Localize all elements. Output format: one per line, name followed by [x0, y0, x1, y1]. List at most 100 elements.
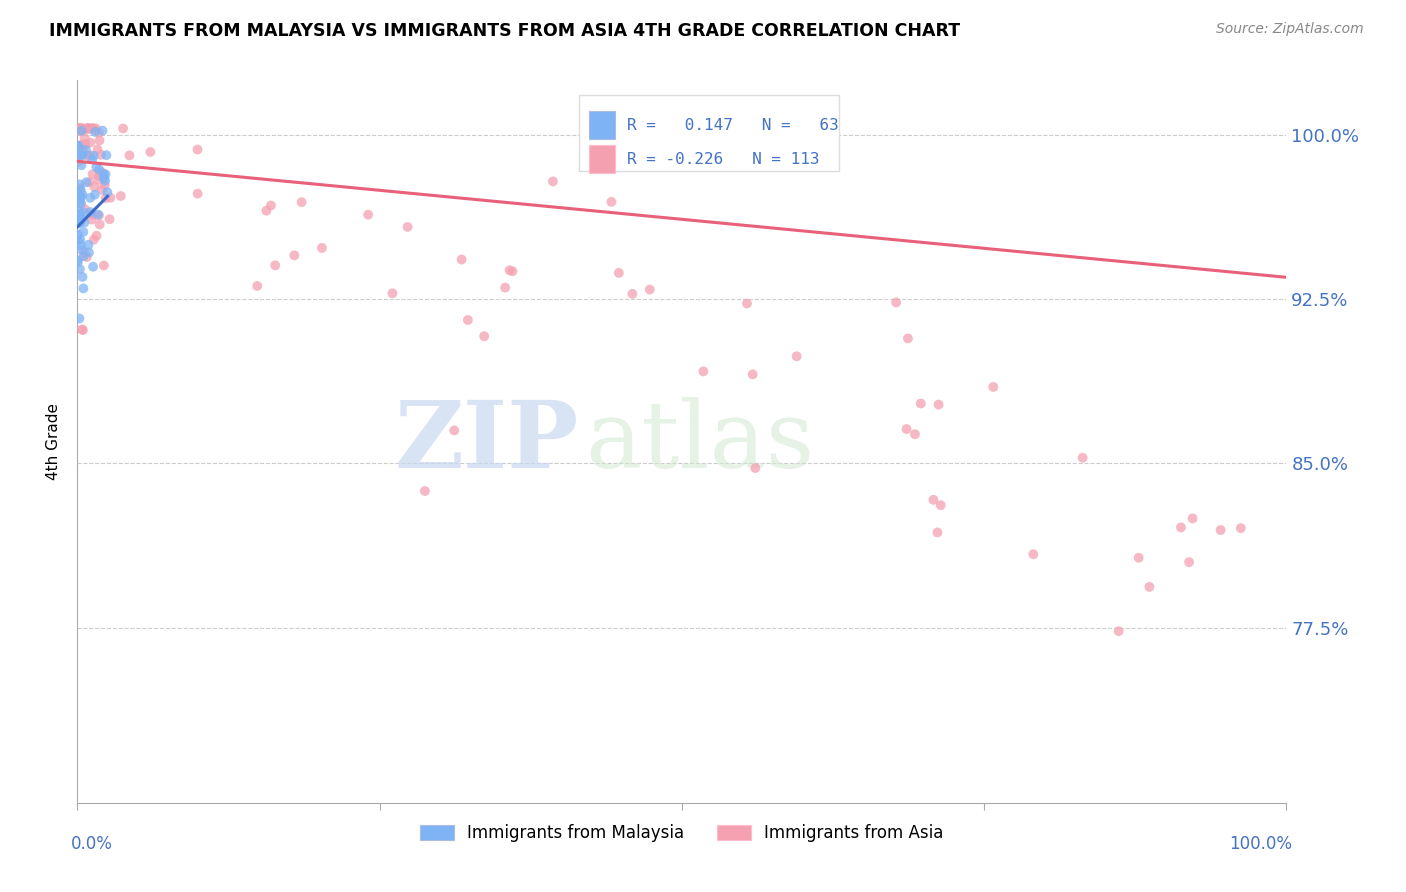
Point [67, 216, 90, 230]
Point [67, 121, 90, 136]
Point [70, 121, 93, 136]
Point [94, 174, 117, 188]
Point [72, 281, 94, 295]
Point [927, 525, 949, 540]
Point [904, 427, 927, 442]
FancyBboxPatch shape [589, 145, 616, 173]
Point [67, 121, 90, 136]
Point [72, 187, 94, 202]
Point [67, 202, 90, 217]
Point [82, 121, 104, 136]
Text: atlas: atlas [585, 397, 814, 486]
Point [94, 178, 117, 193]
Point [928, 398, 950, 412]
Point [264, 259, 287, 273]
Point [69, 178, 91, 192]
Point [79, 121, 101, 136]
Point [94, 168, 117, 182]
Y-axis label: 4th Grade: 4th Grade [46, 403, 62, 480]
Point [80, 208, 103, 222]
Point [76, 121, 98, 136]
Point [72, 249, 94, 263]
Point [735, 296, 758, 310]
Point [69, 195, 91, 210]
Point [66, 255, 89, 269]
Point [70, 147, 93, 161]
Point [443, 424, 465, 438]
Point [76, 121, 98, 136]
Point [70, 121, 93, 136]
Point [67, 189, 90, 203]
Point [89, 169, 111, 183]
Point [67, 139, 90, 153]
Point [291, 195, 314, 210]
Point [73, 215, 96, 229]
Point [72, 144, 94, 158]
Point [73, 205, 96, 219]
Point [67, 188, 90, 202]
Point [692, 364, 714, 378]
Point [76, 121, 98, 136]
FancyBboxPatch shape [589, 112, 616, 139]
Point [79, 121, 101, 136]
Point [82, 152, 104, 166]
Point [70, 196, 93, 211]
Point [84, 125, 107, 139]
Point [66, 138, 89, 153]
Point [67, 311, 90, 326]
Point [96, 148, 118, 162]
Point [70, 137, 93, 152]
Point [89, 134, 111, 148]
Point [502, 264, 524, 278]
Point [139, 145, 162, 159]
Point [1108, 624, 1130, 639]
Point [69, 207, 91, 221]
Text: R = -0.226   N = 113: R = -0.226 N = 113 [627, 152, 820, 167]
Point [84, 121, 107, 136]
Point [69, 181, 91, 195]
Point [75, 143, 97, 157]
Point [87, 126, 110, 140]
Point [80, 212, 103, 227]
Point [96, 185, 118, 199]
Point [93, 171, 115, 186]
Point [69, 183, 91, 197]
Point [79, 148, 101, 162]
Point [621, 286, 644, 301]
Point [93, 259, 115, 273]
Point [66, 253, 89, 268]
Text: 100.0%: 100.0% [1229, 835, 1292, 854]
Point [73, 131, 96, 145]
Point [90, 148, 112, 162]
Point [67, 121, 90, 136]
Point [90, 183, 112, 197]
Point [72, 269, 94, 284]
Point [82, 121, 104, 136]
Point [981, 380, 1004, 394]
Point [70, 322, 93, 336]
Point [70, 158, 93, 172]
Point [72, 225, 94, 239]
Point [67, 148, 90, 162]
Point [67, 216, 90, 230]
Point [83, 187, 105, 202]
Point [1128, 550, 1150, 565]
Point [381, 286, 404, 301]
Point [79, 191, 101, 205]
Point [73, 202, 96, 216]
Point [76, 250, 98, 264]
Point [82, 260, 104, 274]
Point [93, 168, 115, 182]
Point [897, 331, 920, 345]
Point [100, 191, 122, 205]
Point [79, 136, 101, 150]
Point [498, 263, 520, 277]
Point [69, 191, 91, 205]
Point [69, 194, 91, 208]
Point [82, 167, 104, 181]
Point [357, 208, 380, 222]
Point [413, 483, 436, 498]
Point [69, 232, 91, 246]
Point [1178, 555, 1201, 569]
Text: ZIP: ZIP [395, 397, 579, 486]
